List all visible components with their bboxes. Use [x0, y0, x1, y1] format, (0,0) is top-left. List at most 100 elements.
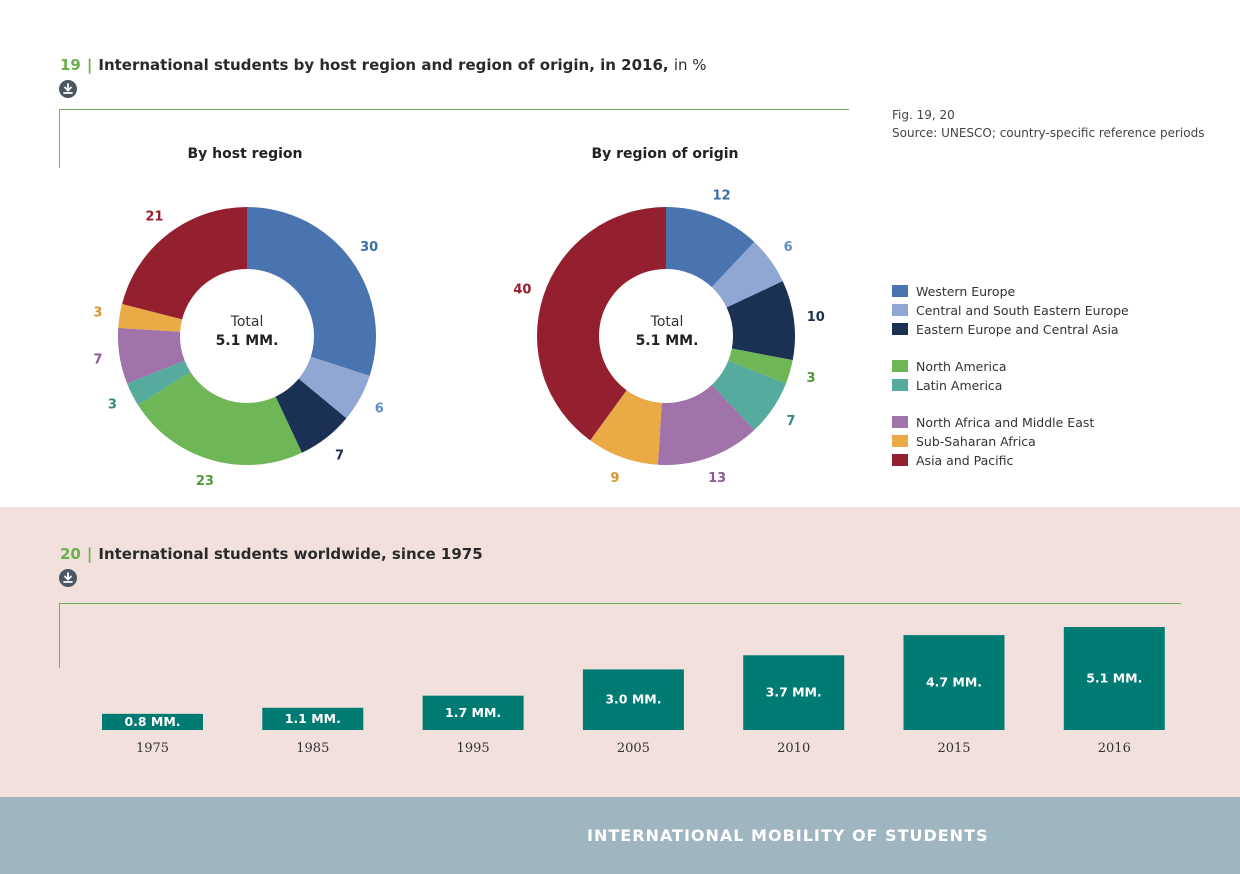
donut1-slice-1: [298, 356, 370, 419]
donut2-value-label-5: 13: [708, 471, 726, 486]
legend-label: Eastern Europe and Central Asia: [916, 321, 1119, 337]
fig20-title-text: International students worldwide, since …: [98, 545, 483, 563]
bar-label-1985: 1.1 MM.: [285, 711, 341, 726]
x-tick-2005: 2005: [617, 741, 650, 756]
download-icon[interactable]: [59, 80, 77, 98]
legend-item: Western Europe: [892, 283, 1015, 299]
fig20-frame-top: [59, 603, 1181, 604]
legend-swatch: [892, 304, 908, 316]
donut2-slice-2: [726, 281, 795, 361]
x-tick-2010: 2010: [777, 741, 810, 756]
donut2-slice-0: [666, 207, 755, 288]
donut2-value-label-6: 9: [610, 471, 619, 486]
donut1-title: By host region: [187, 146, 303, 162]
x-tick-2015: 2015: [937, 741, 970, 756]
donut1-slice-2: [275, 378, 347, 453]
donut1-slice-4: [127, 360, 191, 406]
source-note: Source: UNESCO; country-specific referen…: [892, 126, 1205, 140]
donut1-slice-0: [247, 207, 376, 376]
bar-1985: [262, 707, 364, 730]
donut1-value-label-4: 3: [108, 398, 117, 413]
legend-label: North America: [916, 358, 1007, 374]
bar-2005: [582, 669, 684, 730]
donut1-total-value: 5.1 MM.: [215, 333, 279, 349]
bar-label-1975: 0.8 MM.: [124, 714, 180, 729]
legend-label: Western Europe: [916, 283, 1016, 299]
donut-chart-host: 30 6 7 23 3 7 3 21: [93, 207, 384, 489]
legend-swatch: [892, 416, 908, 428]
donut2-title: By region of origin: [591, 146, 739, 162]
fig19-number: 19: [60, 56, 81, 74]
download-icon[interactable]: [59, 569, 77, 587]
donut2-value-label-3: 3: [806, 371, 815, 386]
fig19-frame-left: [59, 109, 60, 168]
donut1-value-label-7: 21: [145, 210, 163, 225]
bar-label-2016: 5.1 MM.: [1086, 671, 1142, 686]
donut2-slice-7: [537, 207, 666, 441]
fig19-title-text: International students by host region an…: [98, 56, 669, 74]
x-tick-1995: 1995: [457, 741, 490, 756]
legend-label: Latin America: [916, 377, 1003, 393]
legend-item: Sub-Saharan Africa: [892, 433, 1036, 449]
bar-label-1995: 1.7 MM.: [445, 705, 501, 720]
donut2-value-label-7: 40: [513, 282, 531, 297]
fig20-number: 20: [60, 545, 81, 563]
fig20-frame-left: [59, 603, 60, 668]
fig19-frame-top: [59, 109, 849, 110]
donut2-slice-3: [728, 348, 793, 384]
fig19-title: 19 | International students by host region…: [60, 56, 707, 74]
legend-swatch: [892, 454, 908, 466]
x-tick-1985: 1985: [296, 741, 329, 756]
donut1-value-label-0: 30: [360, 240, 378, 255]
legend-swatch: [892, 435, 908, 447]
legend-item: Asia and Pacific: [892, 452, 1013, 468]
donut1-total-label: Total: [230, 314, 264, 330]
fig20-separator: |: [86, 545, 93, 563]
legend-item: Latin America: [892, 377, 1002, 393]
donut-chart-origin: 12 6 10 3 7 13 9 40: [513, 189, 825, 486]
bar-2010: [743, 655, 845, 730]
donut2-value-label-0: 12: [713, 189, 731, 204]
donut2-total-value: 5.1 MM.: [635, 333, 699, 349]
donut1-value-label-5: 7: [93, 353, 102, 368]
donut1-value-label-6: 3: [93, 305, 102, 320]
donut1-slice-5: [118, 327, 185, 384]
donut2-slice-5: [657, 384, 755, 465]
legend-item: Central and South Eastern Europe: [892, 302, 1129, 318]
fig20-title: 20 | International students worldwide, sin…: [60, 545, 483, 563]
donut2-value-label-2: 10: [807, 310, 825, 325]
bar-2016: [1063, 627, 1165, 730]
bar-1995: [422, 695, 524, 730]
legend-swatch: [892, 360, 908, 372]
legend-label: North Africa and Middle East: [916, 414, 1095, 430]
legend-label: Central and South Eastern Europe: [916, 302, 1129, 318]
donut1-slice-7: [122, 207, 247, 320]
bar-1975: [102, 713, 203, 730]
bar-label-2005: 3.0 MM.: [605, 692, 661, 707]
fig19-title-suffix: in %: [673, 56, 707, 74]
donut2-slice-6: [590, 390, 662, 465]
footer-title: INTERNATIONAL MOBILITY OF STUDENTS: [587, 826, 989, 845]
donut2-total-label: Total: [650, 314, 684, 330]
bar-label-2010: 3.7 MM.: [766, 685, 822, 700]
donut2-value-label-4: 7: [786, 414, 795, 429]
legend-label: Sub-Saharan Africa: [916, 433, 1036, 449]
donut1-slice-3: [138, 371, 302, 465]
donut1-value-label-3: 23: [196, 474, 214, 489]
fig19-separator: |: [86, 56, 93, 74]
x-tick-2016: 2016: [1098, 741, 1131, 756]
legend-item: Eastern Europe and Central Asia: [892, 321, 1119, 337]
bar-chart-students: 0.8 MM. 1975 1.1 MM. 1985 1.7 MM. 1995 3.0 MM.…: [102, 627, 1165, 756]
x-tick-1975: 1975: [136, 741, 169, 756]
donut1-slice-6: [118, 303, 183, 332]
legend-swatch: [892, 379, 908, 391]
legend-swatch: [892, 285, 908, 297]
donut2-slice-4: [711, 360, 786, 431]
donut2-value-label-1: 6: [784, 240, 793, 255]
fig-reference: Fig. 19, 20: [892, 108, 955, 122]
figure-20-panel: [0, 507, 1240, 797]
legend-item: North America: [892, 358, 1007, 374]
donut1-value-label-1: 6: [375, 402, 384, 417]
bar-label-2015: 4.7 MM.: [926, 675, 982, 690]
legend-label: Asia and Pacific: [916, 452, 1014, 468]
